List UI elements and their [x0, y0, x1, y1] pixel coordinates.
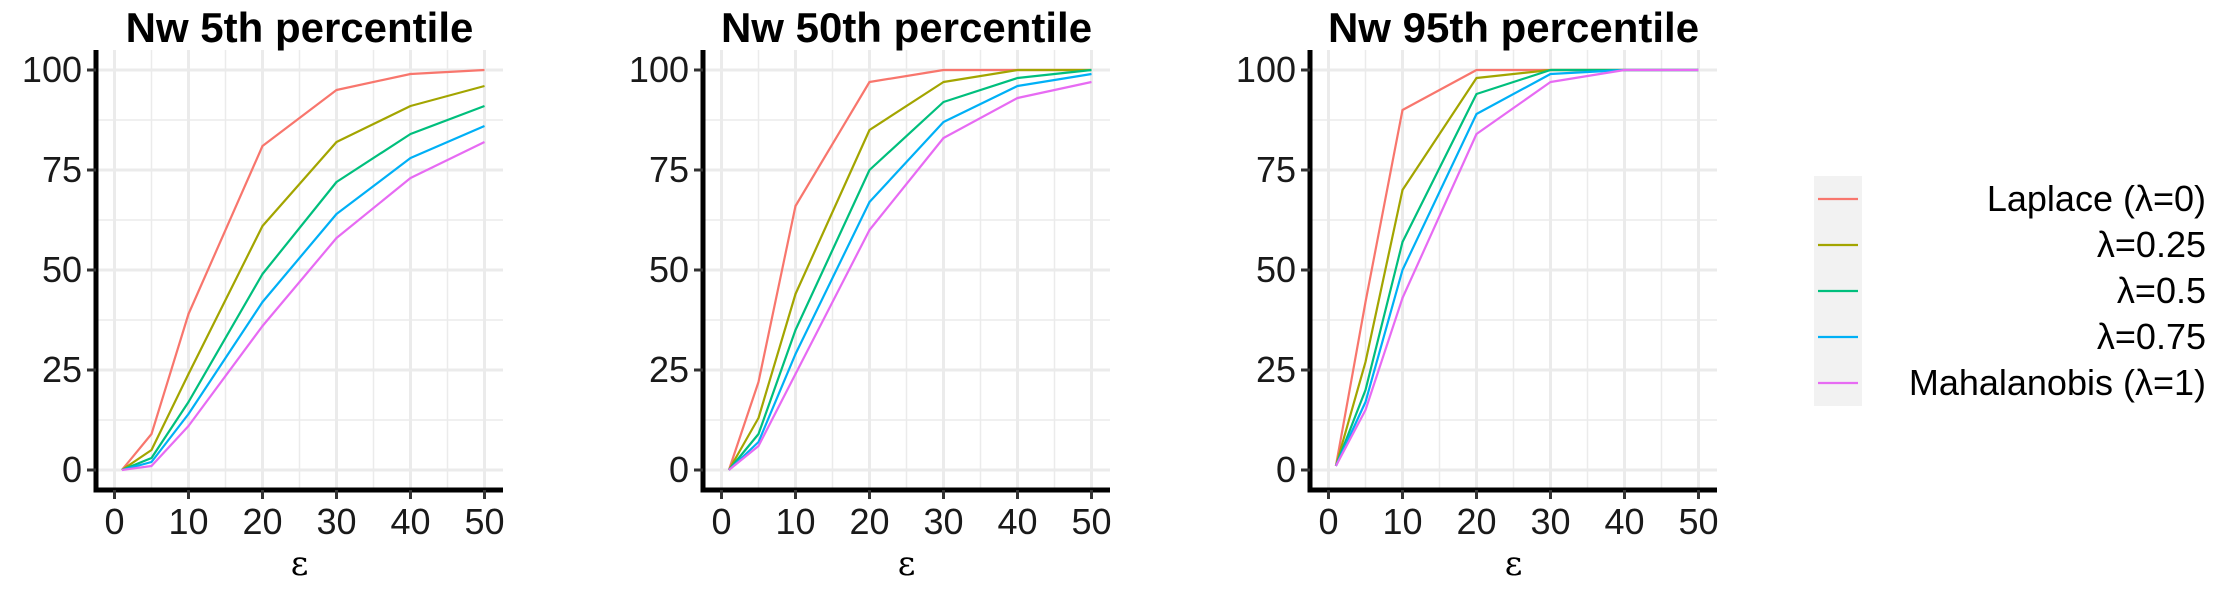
x-tick-label: 0: [104, 501, 124, 542]
x-axis-label: ε: [1505, 544, 1523, 584]
x-tick-label: 30: [1530, 501, 1570, 542]
x-tick-label: 50: [464, 501, 504, 542]
series-line: [121, 141, 485, 472]
x-tick-label: 40: [997, 501, 1037, 542]
series-line: [728, 68, 1092, 471]
x-tick-label: 10: [168, 501, 208, 542]
y-tick-label: 100: [22, 49, 82, 90]
chart-title: Nw 95th percentile: [1328, 4, 1699, 51]
x-tick-label: 0: [711, 501, 731, 542]
x-axis-label: ε: [291, 544, 309, 584]
series-line: [727, 68, 1092, 471]
series-line: [1334, 68, 1699, 467]
x-tick-label: 10: [775, 501, 815, 542]
x-tick-label: 20: [242, 501, 282, 542]
legend: Laplace (λ=0) λ=0.25 λ=0.5 λ=0.75 Mahalanobi…: [1814, 176, 2206, 406]
x-tick-label: 0: [1318, 501, 1338, 542]
y-tick-label: 75: [649, 149, 689, 190]
series-line: [1334, 68, 1699, 467]
panel-1: 0 25 50 75 100 0 10 20 30 40 50 ε Nw 5th percentile: [22, 4, 505, 584]
x-tick-label: 30: [316, 501, 356, 542]
x-tick-label: 50: [1678, 501, 1718, 542]
y-tick-label: 50: [42, 249, 82, 290]
legend-entry-label: λ=0.75: [2097, 316, 2206, 357]
x-tick-label: 30: [923, 501, 963, 542]
y-tick-label: 100: [629, 49, 689, 90]
x-tick-label: 20: [849, 501, 889, 542]
x-tick-label: 10: [1382, 501, 1422, 542]
y-tick-label: 75: [42, 149, 82, 190]
series-line: [1334, 68, 1699, 467]
legend-entry-label: Laplace (λ=0): [1987, 178, 2206, 219]
series-line: [121, 104, 485, 472]
chart-title: Nw 5th percentile: [126, 4, 474, 51]
series-line: [728, 80, 1092, 471]
y-tick-label: 0: [1276, 449, 1296, 490]
x-axis-label: ε: [898, 544, 916, 584]
y-tick-label: 25: [1256, 349, 1296, 390]
legend-entry-label: Mahalanobis (λ=1): [1909, 362, 2206, 403]
x-tick-label: 40: [390, 501, 430, 542]
series-line: [728, 72, 1092, 471]
y-tick-label: 50: [1256, 249, 1296, 290]
y-tick-label: 0: [62, 449, 82, 490]
series-line: [1334, 68, 1699, 467]
series-line: [1334, 68, 1699, 467]
legend-entry-label: λ=0.5: [2117, 270, 2206, 311]
series-line: [121, 84, 485, 471]
y-tick-label: 0: [669, 449, 689, 490]
series-line: [121, 68, 485, 471]
legend-entry-label: λ=0.25: [2097, 224, 2206, 265]
panel-2: 0 25 50 75 100 0 10 20 30 40 50 ε Nw 50th percentile: [629, 4, 1112, 584]
y-tick-label: 25: [42, 349, 82, 390]
y-tick-label: 100: [1236, 49, 1296, 90]
series-line: [121, 124, 485, 472]
y-tick-label: 50: [649, 249, 689, 290]
x-tick-label: 20: [1456, 501, 1496, 542]
chart-title: Nw 50th percentile: [721, 4, 1092, 51]
y-tick-label: 75: [1256, 149, 1296, 190]
x-tick-label: 50: [1071, 501, 1111, 542]
y-tick-label: 25: [649, 349, 689, 390]
panel-3: 0 25 50 75 100 0 10 20 30 40 50 ε Nw 95th percentile: [1236, 4, 1719, 584]
x-tick-label: 40: [1604, 501, 1644, 542]
